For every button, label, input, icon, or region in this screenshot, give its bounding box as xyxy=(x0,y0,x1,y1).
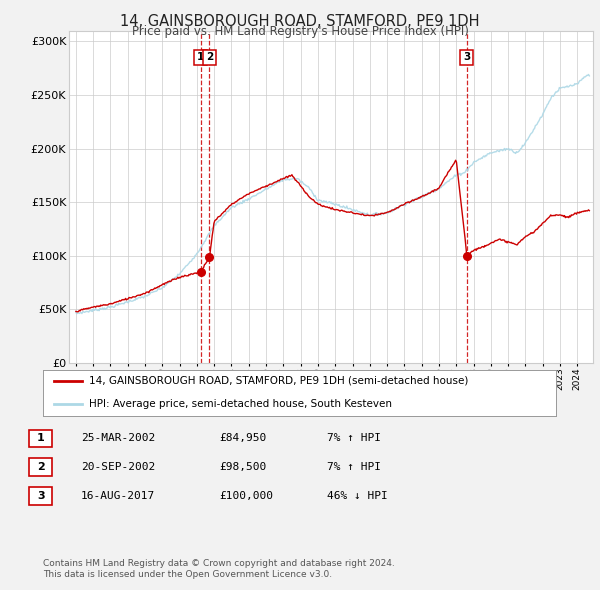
Text: 3: 3 xyxy=(37,491,44,501)
Text: 25-MAR-2002: 25-MAR-2002 xyxy=(81,434,155,443)
Text: Contains HM Land Registry data © Crown copyright and database right 2024.
This d: Contains HM Land Registry data © Crown c… xyxy=(43,559,395,579)
Text: 2: 2 xyxy=(206,53,213,63)
Text: 14, GAINSBOROUGH ROAD, STAMFORD, PE9 1DH (semi-detached house): 14, GAINSBOROUGH ROAD, STAMFORD, PE9 1DH… xyxy=(89,376,469,386)
Text: £100,000: £100,000 xyxy=(219,491,273,501)
Text: 1: 1 xyxy=(37,434,44,443)
Text: 7% ↑ HPI: 7% ↑ HPI xyxy=(327,463,381,472)
Text: 7% ↑ HPI: 7% ↑ HPI xyxy=(327,434,381,443)
Text: Price paid vs. HM Land Registry's House Price Index (HPI): Price paid vs. HM Land Registry's House … xyxy=(131,25,469,38)
Text: HPI: Average price, semi-detached house, South Kesteven: HPI: Average price, semi-detached house,… xyxy=(89,399,392,409)
Text: £98,500: £98,500 xyxy=(219,463,266,472)
Text: 2: 2 xyxy=(37,463,44,472)
Text: 16-AUG-2017: 16-AUG-2017 xyxy=(81,491,155,501)
Text: 46% ↓ HPI: 46% ↓ HPI xyxy=(327,491,388,501)
Text: 1: 1 xyxy=(197,53,205,63)
Text: 14, GAINSBOROUGH ROAD, STAMFORD, PE9 1DH: 14, GAINSBOROUGH ROAD, STAMFORD, PE9 1DH xyxy=(120,14,480,28)
Text: £84,950: £84,950 xyxy=(219,434,266,443)
Text: 20-SEP-2002: 20-SEP-2002 xyxy=(81,463,155,472)
Text: 3: 3 xyxy=(463,53,470,63)
